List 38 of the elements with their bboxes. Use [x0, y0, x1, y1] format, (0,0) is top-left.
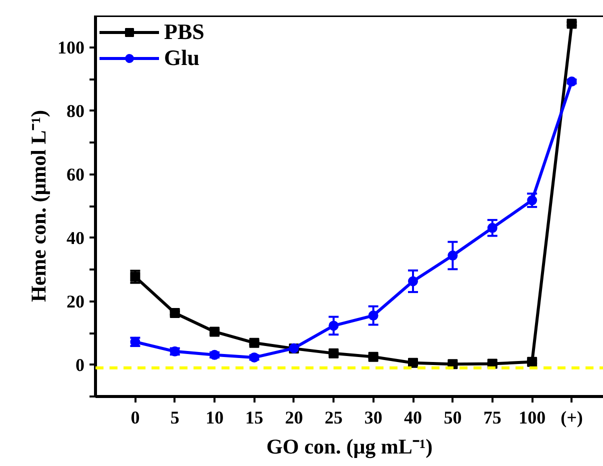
point [527, 195, 538, 206]
point [408, 276, 418, 286]
point [368, 310, 378, 321]
x-tick-label: 50 [444, 408, 462, 428]
legend-label: Glu [164, 45, 200, 71]
y-tick-label: 80 [66, 100, 84, 121]
x-tick-label: 15 [245, 408, 264, 428]
x-tick-label: 75 [483, 408, 502, 428]
point [566, 18, 577, 29]
point [368, 352, 378, 362]
point [328, 320, 339, 331]
x-tick-label: 40 [404, 408, 422, 428]
y-tick-label: 0 [76, 354, 84, 375]
y-tick-label: 100 [58, 37, 84, 58]
point [249, 352, 260, 362]
point [328, 348, 339, 358]
legend-label: PBS [164, 19, 204, 45]
point [487, 222, 498, 233]
x-tick-label: 100 [518, 408, 546, 428]
x-tick-label: 10 [206, 408, 224, 428]
y-tick-label: 60 [66, 164, 84, 184]
x-tick-label: 20 [284, 408, 303, 428]
y-axis-title: Heme con. (μmol L⁻¹) [26, 110, 50, 302]
point [566, 76, 577, 87]
point [210, 326, 220, 337]
point [448, 250, 458, 261]
x-tick-label: (+) [560, 408, 583, 428]
y-tick-label: 40 [66, 228, 84, 248]
y-tick-label: 20 [66, 291, 84, 312]
point [408, 358, 418, 368]
point [170, 308, 180, 318]
x-tick-label: 5 [170, 408, 180, 428]
x-tick-label: 0 [130, 408, 140, 428]
x-tick-label: 25 [324, 408, 343, 428]
x-tick-label: 30 [364, 408, 382, 428]
point [249, 338, 260, 348]
x-axis-title: GO con. (μg mL⁻¹) [266, 434, 433, 458]
point [527, 356, 538, 367]
